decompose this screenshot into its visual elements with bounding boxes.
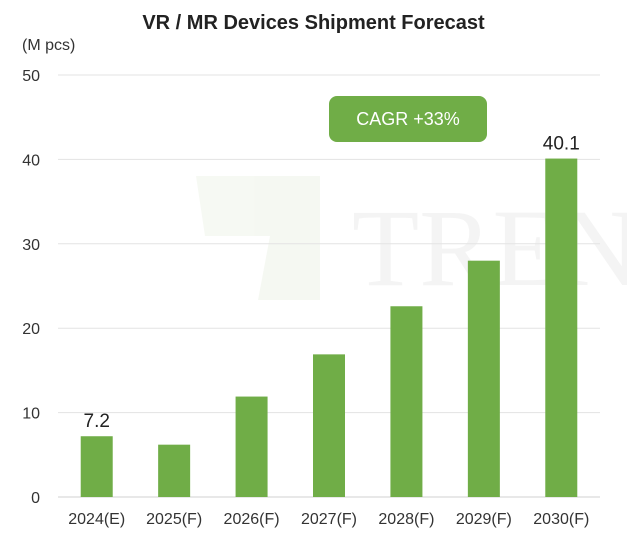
bar-2024(E) bbox=[80, 436, 113, 497]
y-axis-unit: (M pcs) bbox=[22, 37, 76, 54]
y-tick-label: 10 bbox=[22, 406, 40, 423]
cagr-annotation: CAGR +33% bbox=[329, 96, 487, 142]
bar-2026(F) bbox=[235, 396, 268, 497]
x-tick-label: 2026(F) bbox=[224, 511, 280, 528]
bar-2027(F) bbox=[313, 354, 345, 497]
x-tick-label: 2025(F) bbox=[146, 511, 202, 528]
y-tick-label: 40 bbox=[22, 152, 40, 169]
data-label: 40.1 bbox=[543, 134, 580, 155]
chart-title: VR / MR Devices Shipment Forecast bbox=[142, 12, 485, 34]
bar-2025(F) bbox=[158, 444, 191, 497]
x-tick-label: 2029(F) bbox=[456, 511, 512, 528]
data-label: 7.2 bbox=[84, 411, 110, 432]
y-tick-label: 20 bbox=[22, 321, 40, 338]
y-tick-label: 50 bbox=[22, 68, 40, 85]
x-tick-label: 2030(F) bbox=[533, 511, 589, 528]
x-tick-label: 2028(F) bbox=[378, 511, 434, 528]
bar-2029(F) bbox=[467, 260, 500, 497]
y-tick-label: 0 bbox=[31, 490, 40, 507]
x-tick-label: 2027(F) bbox=[301, 511, 357, 528]
watermark-logo bbox=[196, 176, 320, 300]
y-tick-label: 30 bbox=[22, 237, 40, 254]
bar-2028(F) bbox=[390, 306, 423, 497]
bar-2030(F) bbox=[545, 158, 578, 497]
x-tick-label: 2024(E) bbox=[68, 511, 125, 528]
